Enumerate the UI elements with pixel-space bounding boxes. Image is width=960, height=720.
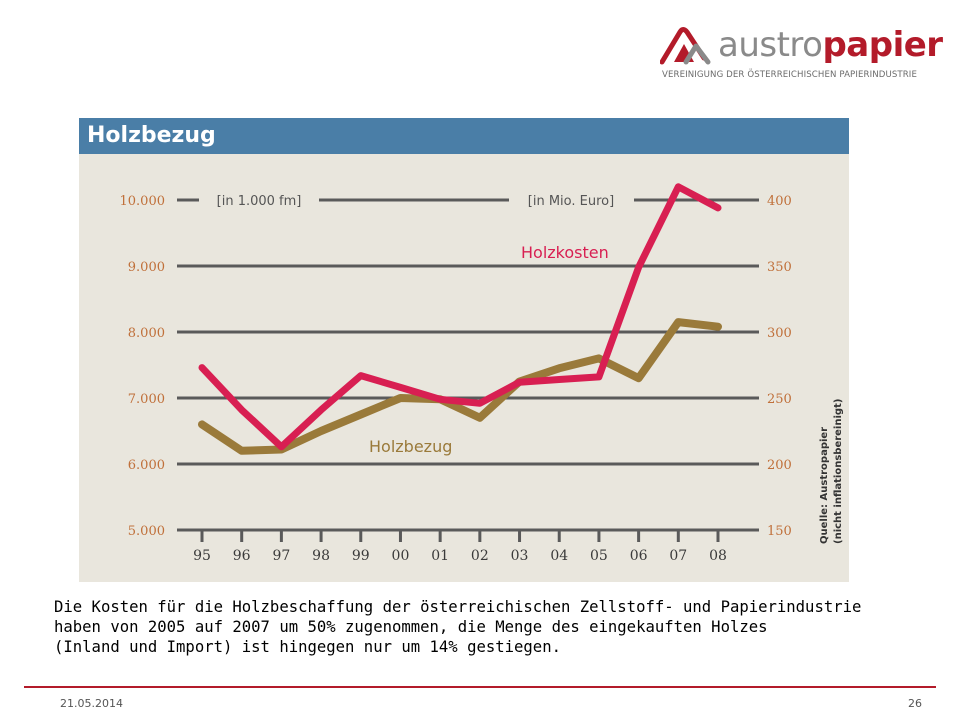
x-axis-tick-label: 05 — [590, 548, 608, 564]
x-axis-tick-label: 95 — [193, 548, 211, 564]
series-label-holzbezug: Holzbezug — [369, 437, 452, 456]
source-note-line2: (nicht inflationsbereinigt) — [833, 399, 844, 544]
footer-date: 21.05.2014 — [60, 697, 123, 710]
logo-wordmark: austropapier — [718, 24, 943, 66]
x-axis-tick-label: 01 — [431, 548, 449, 564]
x-axis-tick-label: 99 — [352, 548, 370, 564]
x-axis-tick-label: 03 — [511, 548, 529, 564]
footer-divider — [24, 686, 936, 688]
left-axis-tick-label: 6.000 — [128, 458, 165, 473]
right-axis-tick-label: 400 — [767, 194, 792, 209]
austropapier-logo: austropapier VEREINIGUNG DER ÖSTERREICHI… — [660, 24, 943, 86]
source-note-line1: Quelle: Austropapier — [819, 427, 830, 544]
chart-title: Holzbezug — [87, 123, 216, 148]
right-axis-tick-label: 200 — [767, 458, 792, 473]
logo-word-bold: papier — [822, 25, 943, 65]
x-axis-tick-label: 00 — [392, 548, 410, 564]
x-axis-tick-label: 04 — [550, 548, 568, 564]
x-axis-tick-label: 96 — [233, 548, 251, 564]
chart-plot: 10.000 400 9.000 350 8.000 300 7.000 250 6.000 20… — [120, 183, 844, 564]
caption-line-2: haben von 2005 auf 2007 um 50% zugenomme… — [54, 618, 768, 636]
right-axis-label: [in Mio. Euro] — [528, 194, 614, 209]
logo-subtitle: VEREINIGUNG DER ÖSTERREICHISCHEN PAPIERI… — [662, 70, 917, 80]
left-axis-tick-label: 7.000 — [128, 392, 165, 407]
left-axis-tick-label: 5.000 — [128, 524, 165, 539]
logo-word-light: austro — [718, 25, 823, 65]
left-axis-tick-label: 10.000 — [120, 194, 166, 209]
x-axis-tick-label: 98 — [312, 548, 330, 564]
chart-panel: Holzbezug 10.000 400 9.000 350 8.000 300 7.000… — [79, 118, 849, 582]
x-axis-tick-label: 97 — [272, 548, 290, 564]
left-axis-tick-label: 8.000 — [128, 326, 165, 341]
chart-header: Holzbezug — [79, 118, 849, 154]
austropapier-logo-icon — [660, 27, 711, 65]
x-axis-tick-label: 02 — [471, 548, 489, 564]
left-axis-label: [in 1.000 fm] — [217, 194, 302, 209]
right-axis-tick-label: 350 — [767, 260, 792, 275]
x-axis-tick-label: 07 — [669, 548, 687, 564]
caption: Die Kosten für die Holzbeschaffung der ö… — [54, 597, 874, 657]
x-axis-tick-label: 08 — [709, 548, 727, 564]
caption-line-3: (Inland und Import) ist hingegen nur um … — [54, 638, 561, 656]
footer-page-number: 26 — [908, 697, 922, 710]
right-axis-tick-label: 150 — [767, 524, 792, 539]
left-axis-tick-label: 9.000 — [128, 260, 165, 275]
x-axis-tick-label: 06 — [630, 548, 648, 564]
series-line-holzkosten — [198, 183, 722, 451]
series-line-holzbezug — [198, 318, 722, 455]
series-label-holzkosten: Holzkosten — [521, 243, 609, 262]
right-axis-tick-label: 300 — [767, 326, 792, 341]
right-axis-tick-label: 250 — [767, 392, 792, 407]
caption-line-1: Die Kosten für die Holzbeschaffung der ö… — [54, 598, 862, 616]
